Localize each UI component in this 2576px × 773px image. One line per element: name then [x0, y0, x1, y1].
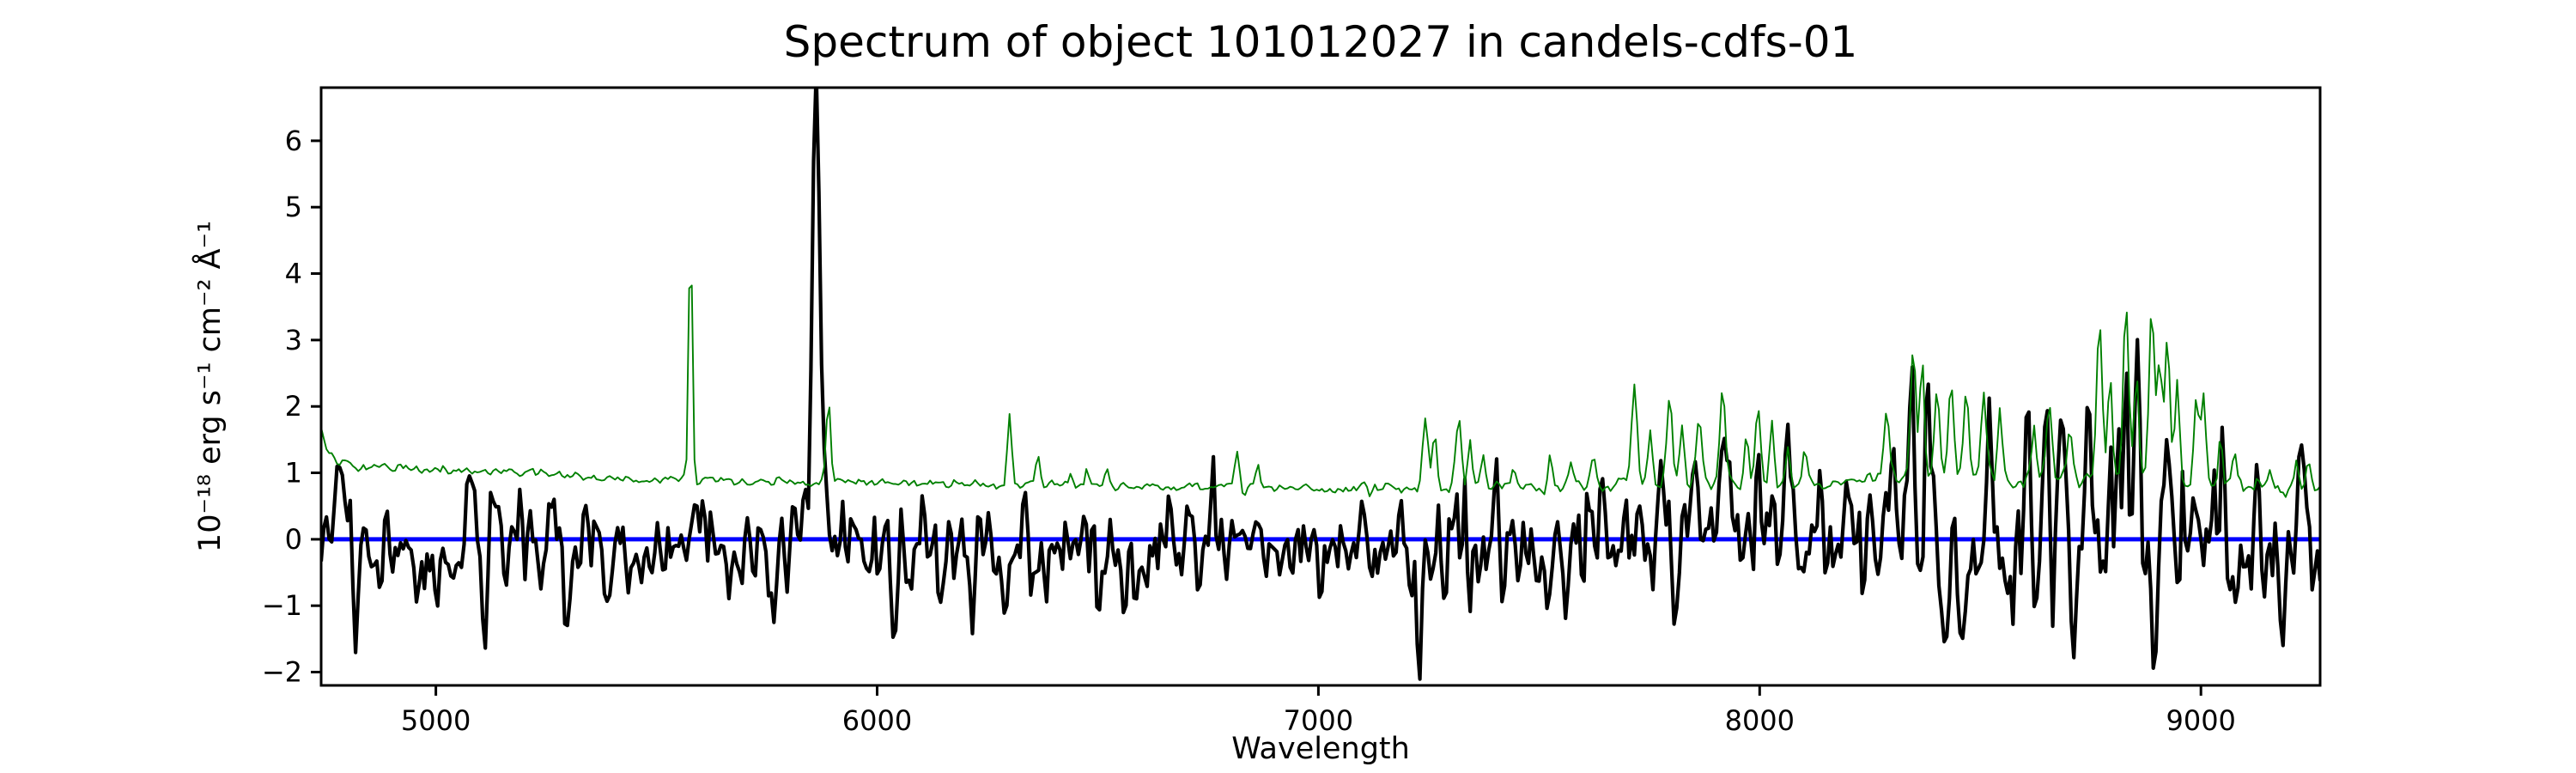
plot-title: Spectrum of object 101012027 in candels-… — [783, 17, 1858, 67]
x-tick-label: 9000 — [2166, 704, 2235, 737]
y-tick-label: 0 — [285, 523, 302, 556]
noise-spectrum-line — [321, 284, 2320, 498]
y-tick-label: 5 — [285, 191, 302, 223]
axes-spines — [319, 86, 2322, 687]
y-tick-label: 6 — [285, 125, 302, 157]
x-tick-label: 7000 — [1284, 704, 1353, 737]
y-tick-label: 4 — [285, 258, 302, 290]
x-tick-label: 6000 — [842, 704, 912, 737]
flux-line — [321, 88, 2320, 681]
plot-area — [321, 88, 2320, 681]
x-tick-label: 5000 — [401, 704, 471, 737]
x-axis-label: Wavelength — [1231, 732, 1410, 766]
y-tick-label: 1 — [285, 457, 302, 490]
y-tick-label: 2 — [285, 390, 302, 423]
y-axis-label-text: 10⁻¹⁸ erg s⁻¹ cm⁻² Å⁻¹ — [193, 220, 228, 553]
axis-ticks: 5000 6000 7000 8000 9000 −2 −1 0 1 2 3 4 5 6 — [262, 125, 2236, 737]
y-tick-label: −1 — [262, 589, 302, 622]
y-tick-label: −2 — [262, 656, 302, 689]
x-tick-label: 8000 — [1725, 704, 1795, 737]
y-tick-label: 3 — [285, 324, 302, 356]
